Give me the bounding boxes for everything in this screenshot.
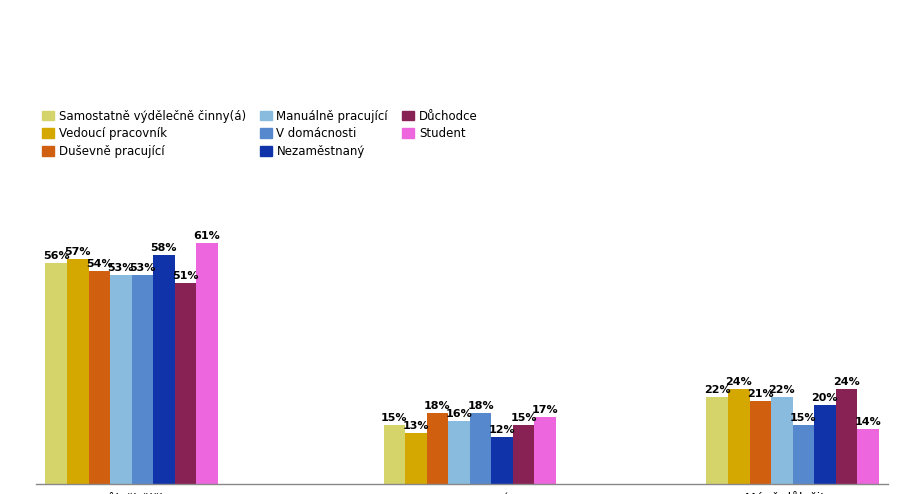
Text: 16%: 16% (446, 409, 472, 419)
Text: 18%: 18% (424, 401, 451, 411)
Bar (771, 397, 793, 484)
Text: 61%: 61% (194, 231, 220, 241)
Bar (67, 259, 89, 484)
Bar (89, 271, 110, 484)
Bar (405, 433, 427, 484)
Legend: Samostatně výdělečně činny(á), Vedoucí pracovník, Duševně pracující, Manuálně pr: Samostatně výdělečně činny(á), Vedoucí p… (43, 110, 477, 158)
Bar (513, 425, 535, 484)
Text: 20%: 20% (812, 393, 838, 403)
Bar (793, 425, 814, 484)
Bar (469, 413, 491, 484)
Bar (110, 275, 131, 484)
Bar (835, 389, 857, 484)
Bar (535, 417, 556, 484)
Text: 22%: 22% (704, 385, 730, 395)
Text: 21%: 21% (747, 389, 774, 399)
Bar (749, 401, 771, 484)
Text: 53%: 53% (108, 263, 134, 273)
Text: 24%: 24% (833, 377, 860, 387)
Text: 24%: 24% (726, 377, 752, 387)
Text: 14%: 14% (854, 417, 882, 427)
Text: 56%: 56% (43, 251, 70, 261)
Text: 17%: 17% (532, 405, 558, 415)
Text: 15%: 15% (790, 413, 816, 423)
Text: 15%: 15% (510, 413, 536, 423)
Text: 15%: 15% (381, 413, 408, 423)
Bar (448, 421, 469, 484)
Text: 57%: 57% (64, 247, 91, 257)
Text: 53%: 53% (130, 263, 156, 273)
Text: 18%: 18% (467, 401, 494, 411)
Text: 51%: 51% (172, 271, 198, 281)
Bar (153, 255, 175, 484)
Bar (728, 389, 749, 484)
Text: 12%: 12% (488, 425, 516, 435)
Bar (383, 425, 405, 484)
Bar (196, 243, 217, 484)
Text: 58%: 58% (150, 243, 177, 253)
Text: 13%: 13% (402, 421, 429, 431)
Text: 54%: 54% (86, 259, 112, 269)
Bar (707, 397, 728, 484)
Bar (814, 405, 835, 484)
Bar (491, 437, 513, 484)
Bar (427, 413, 448, 484)
Bar (175, 283, 196, 484)
Text: 22%: 22% (768, 385, 795, 395)
Bar (857, 429, 879, 484)
Bar (45, 263, 67, 484)
Bar (131, 275, 153, 484)
